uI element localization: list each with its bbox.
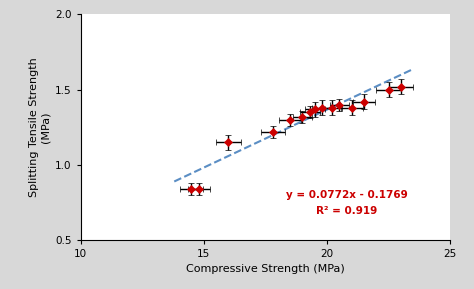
Text: y = 0.0772x - 0.1769: y = 0.0772x - 0.1769	[286, 190, 408, 200]
X-axis label: Compressive Strength (MPa): Compressive Strength (MPa)	[186, 264, 345, 275]
Text: R² = 0.919: R² = 0.919	[316, 206, 377, 216]
Y-axis label: Splitting Tensile Strength
(MPa): Splitting Tensile Strength (MPa)	[29, 57, 51, 197]
